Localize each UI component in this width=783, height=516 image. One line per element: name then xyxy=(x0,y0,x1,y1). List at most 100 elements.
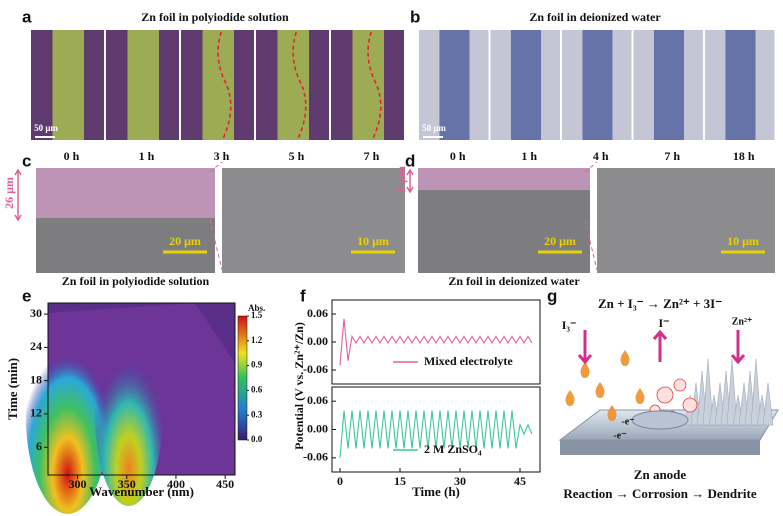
colorbar xyxy=(237,315,248,441)
panel-label: e xyxy=(22,286,31,305)
y-tick-label: 18 xyxy=(30,372,42,386)
dendrite xyxy=(702,358,714,426)
x-tick-label: 45 xyxy=(514,474,526,488)
zoom-link xyxy=(209,161,223,271)
corrosion-front xyxy=(217,31,232,139)
dendrite xyxy=(750,358,762,426)
panel-label: f xyxy=(300,286,306,305)
colorbar-tick-label: 1.5 xyxy=(251,310,263,320)
zn-slab-side xyxy=(560,440,760,455)
bubble xyxy=(673,378,687,392)
x-tick-label: 30 xyxy=(454,474,466,488)
time-label: 5 h xyxy=(289,149,305,163)
y-tick-label: 6 xyxy=(36,439,42,453)
time-label: 0 h xyxy=(450,149,466,163)
thickness-label: 26 μm xyxy=(2,177,16,209)
y-tick-label: 0.06 xyxy=(307,306,328,320)
equation: Zn + I₃⁻ → Zn²⁺ + 3I⁻ xyxy=(598,296,722,311)
corrosion-front xyxy=(367,31,382,139)
x-tick-label: 350 xyxy=(118,477,136,491)
y-tick-label: -0.06 xyxy=(303,450,328,464)
panel-label: d xyxy=(405,151,415,170)
plot-frame xyxy=(331,386,541,473)
foil-strip xyxy=(127,30,159,140)
species-label: Zn²⁺ xyxy=(732,316,753,327)
bubble xyxy=(682,397,698,413)
legend-label: Mixed electrolyte xyxy=(424,354,513,368)
legend-label: 2 M ZnSO₄ xyxy=(424,442,482,456)
panel-title: Zn foil in deionized water xyxy=(529,10,661,24)
x-tick-label: 300 xyxy=(69,477,87,491)
scale-bar-label: 20 μm xyxy=(544,234,576,248)
scale-bar-label: 20 μm xyxy=(169,234,201,248)
voltage-line xyxy=(339,318,533,366)
colorbar-title: Abs. xyxy=(248,303,265,313)
iodide-droplet xyxy=(607,405,617,421)
y-axis-title: Potential (V vs. Zn²⁺/Zn) xyxy=(292,322,306,450)
scale-bar-label: 50 μm xyxy=(422,123,446,133)
x-axis-title: Wavenumber (nm) xyxy=(89,484,194,499)
sem-image xyxy=(597,168,775,273)
panel-label: c xyxy=(22,151,31,170)
sequence-label: Reaction → Corrosion → Dendrite xyxy=(563,486,757,501)
time-label: 0 h xyxy=(64,149,80,163)
time-label: 7 h xyxy=(364,149,380,163)
foil-strip xyxy=(725,30,756,140)
scale-bar-label: 10 μm xyxy=(727,234,759,248)
y-tick-label: 0.06 xyxy=(307,393,328,407)
corrosion-front xyxy=(292,31,307,139)
time-label: 7 h xyxy=(664,149,680,163)
species-label: I₃⁻ xyxy=(562,318,577,332)
electron-label: -e⁻ xyxy=(621,416,634,427)
time-label: 4 h xyxy=(593,149,609,163)
panel-title: Zn foil in polyiodide solution xyxy=(141,10,289,24)
anode-label: Zn anode xyxy=(634,467,687,482)
panels: a Zn foil in polyiodide solution 0 h 1 h 3 h… xyxy=(2,7,779,514)
x-tick-label: 400 xyxy=(167,477,185,491)
electron-label: -e⁻ xyxy=(613,430,626,441)
thickness-arrow xyxy=(406,168,414,194)
bubble xyxy=(656,386,674,404)
y-tick-label: 30 xyxy=(30,306,42,320)
foil-strip xyxy=(582,30,613,140)
x-axis-title: Time (h) xyxy=(412,484,460,499)
zoom-link xyxy=(584,161,598,271)
x-tick-label: 15 xyxy=(394,474,406,488)
time-label: 1 h xyxy=(521,149,537,163)
foil-strip xyxy=(52,30,84,140)
time-label: 1 h xyxy=(139,149,155,163)
foil-strip xyxy=(653,30,684,140)
panel-label: g xyxy=(547,286,557,305)
iodide-droplet xyxy=(620,350,630,366)
scale-bar-label: 50 μm xyxy=(34,123,58,133)
colorbar-tick-label: 1.2 xyxy=(251,335,263,345)
y-tick-label: -0.06 xyxy=(303,362,328,376)
caption: Zn foil in deionized water xyxy=(448,274,580,288)
corrosion-pit xyxy=(631,410,689,430)
colorbar-tick-label: 0.9 xyxy=(251,360,263,370)
flux-arrow xyxy=(652,329,668,362)
flux-arrow xyxy=(730,330,746,365)
iodide-droplet xyxy=(635,388,645,404)
iodide-droplet xyxy=(580,362,590,378)
colorbar-tick-label: 0.6 xyxy=(251,384,263,394)
y-tick-label: 24 xyxy=(30,339,42,353)
y-tick-label: 0.00 xyxy=(307,334,328,348)
iodide-droplet xyxy=(565,390,575,406)
coating-layer xyxy=(418,168,590,190)
foil-strip xyxy=(510,30,541,140)
scale-bar-label: 10 μm xyxy=(357,234,389,248)
caption: Zn foil in polyiodide solution xyxy=(62,274,210,288)
x-tick-label: 0 xyxy=(337,474,343,488)
foil-strip xyxy=(439,30,470,140)
time-label: 18 h xyxy=(733,149,755,163)
iodide-droplet xyxy=(595,382,605,398)
contour-peak xyxy=(25,313,110,514)
colorbar-tick-label: 0.0 xyxy=(251,434,263,444)
panel-label: a xyxy=(22,7,32,26)
species-label: I⁻ xyxy=(658,316,669,330)
contour-peak xyxy=(94,321,163,506)
y-tick-label: 0.00 xyxy=(307,421,328,435)
y-axis-title: Time (min) xyxy=(5,358,20,420)
panel-label: b xyxy=(410,7,420,26)
